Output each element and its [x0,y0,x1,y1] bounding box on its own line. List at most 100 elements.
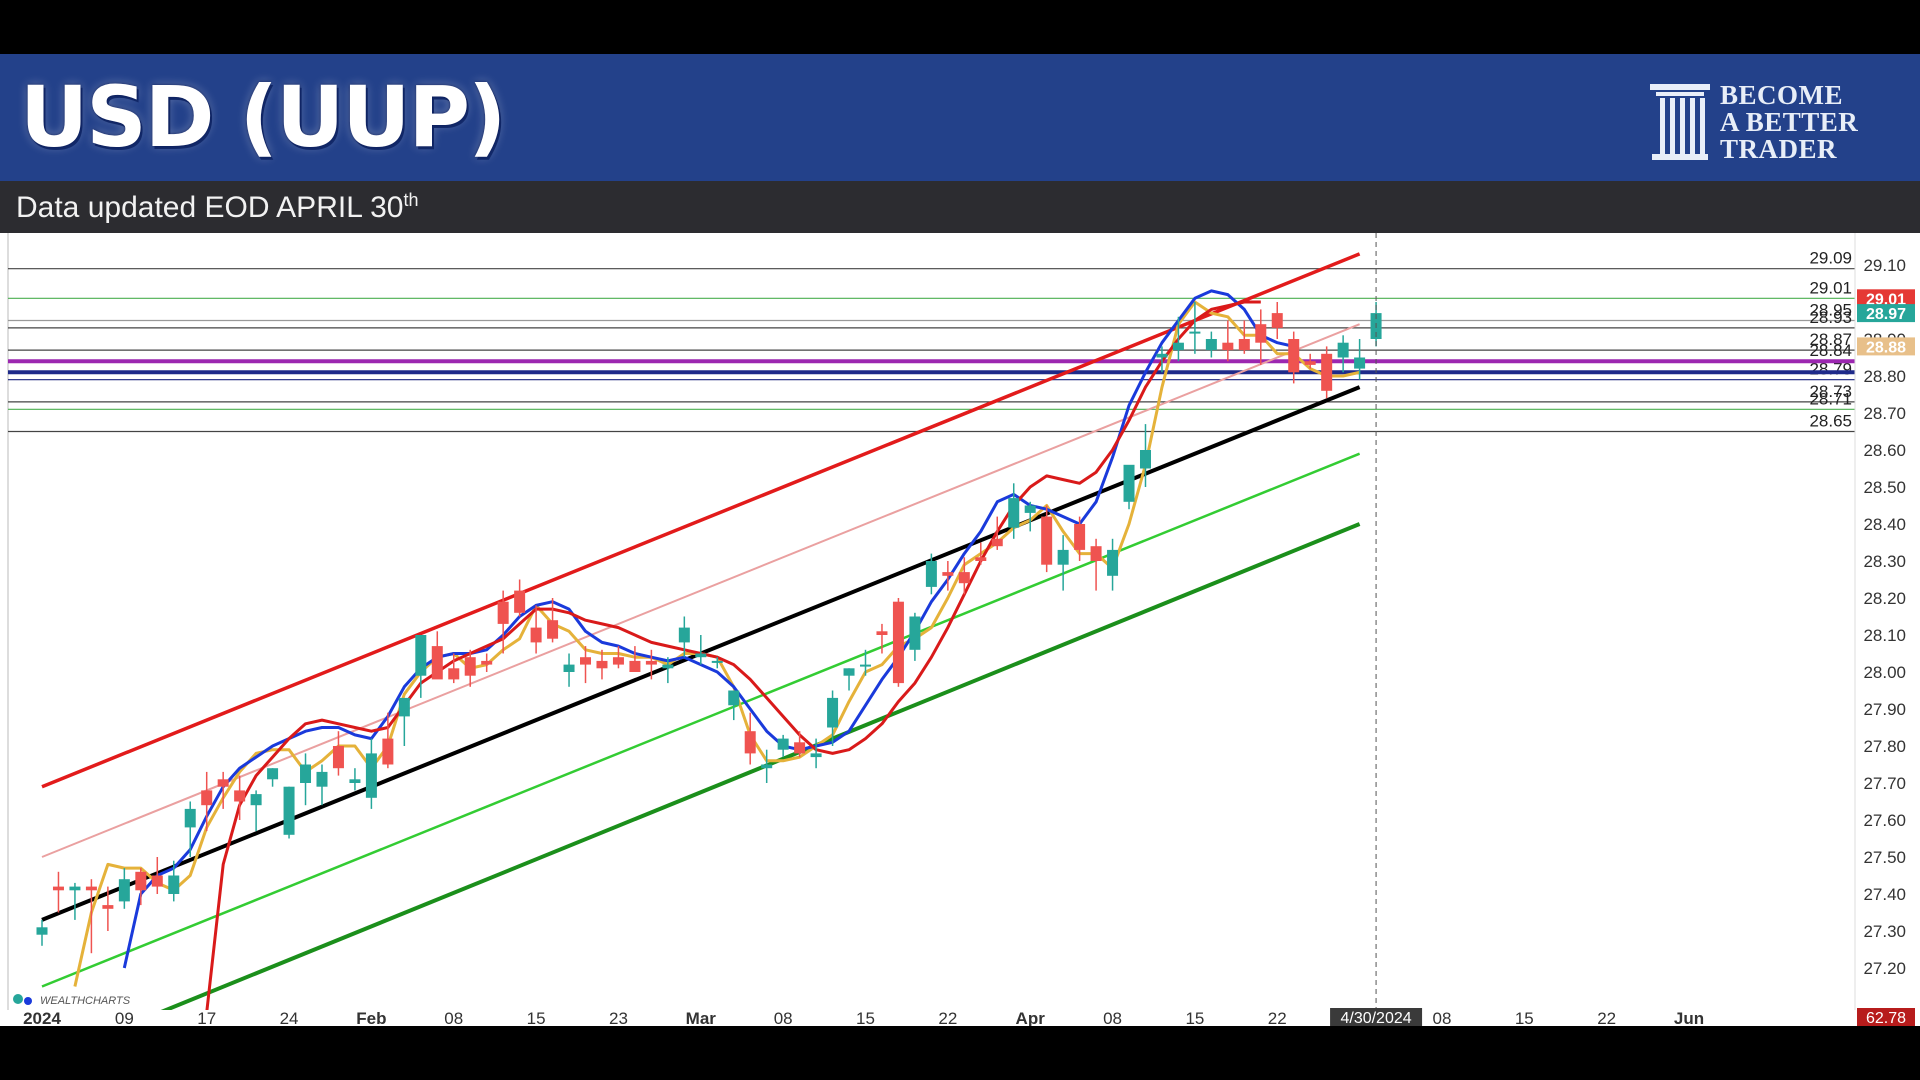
candle-body [398,697,410,717]
candle-body [217,779,229,787]
candle-body [1321,353,1333,391]
candle-body [925,561,937,587]
candle-body [415,635,427,676]
candle-body [645,660,657,665]
brand-text: BECOME A BETTER TRADER [1720,82,1858,163]
candle-body [234,790,246,802]
current-date-label: 4/30/2024 [1340,1010,1411,1026]
y-tick-label: 28.30 [1863,552,1906,571]
trend-line-lower-light-green [41,452,1361,988]
level-label: 28.95 [1809,301,1852,320]
candle-body [1074,524,1086,550]
candle-body [316,771,328,787]
candle-body [349,779,361,783]
x-tick-label: 15 [856,1009,875,1026]
x-tick-label: Apr [1016,1009,1046,1026]
candle-body [184,808,196,828]
watermark-text: WEALTHCHARTS [40,995,131,1007]
level-label: 28.71 [1809,389,1852,408]
y-tick-label: 27.90 [1863,700,1906,719]
brand-line-1: BECOME [1720,80,1844,110]
candle-body [761,764,773,769]
candle-body [514,590,526,613]
candle-body [69,886,81,891]
candle-body [728,690,740,706]
candle-body [958,572,970,584]
candle-body [991,538,1003,547]
price-tag [1857,289,1915,308]
y-tick-label: 27.30 [1863,922,1906,941]
price-tag-label: 29.01 [1866,291,1906,308]
x-tick-label: 08 [1103,1009,1122,1026]
moving-average-red [205,300,1261,1010]
title-banner [0,54,1920,181]
candle-body [1156,353,1168,358]
x-tick-label: Mar [686,1009,717,1026]
y-tick-label: 28.00 [1863,663,1906,682]
candle-body [1205,339,1217,351]
candle-body [448,668,460,680]
price-chart[interactable]: 29.09 29.01 28.95 28.93 28.87 28.84 28.79 28.73… [0,233,1920,1028]
x-tick-label: 09 [115,1009,134,1026]
price-tag-label: 28.88 [1866,339,1906,356]
chart-svg[interactable]: 29.0929.0128.9528.9328.8728.8428.7928.73… [0,233,1920,1028]
x-tick-label: 15 [1515,1009,1534,1026]
candle-body [794,742,806,754]
candle-body [1090,546,1102,561]
y-tick-label: 27.80 [1863,737,1906,756]
candle-body [151,875,163,887]
candle-body [267,768,279,780]
y-tick-label: 28.80 [1863,367,1906,386]
x-tick-label: Jun [1674,1009,1704,1026]
level-label: 28.84 [1809,341,1852,360]
x-tick-label: Feb [356,1009,386,1026]
x-tick-label: 08 [774,1009,793,1026]
x-tick-label: 22 [938,1009,957,1026]
candle-body [1172,342,1184,351]
moving-average-blue [122,289,1295,969]
candle-body [530,627,542,643]
candle-body [777,738,789,750]
candle-body [1024,505,1036,513]
candle-body [118,879,130,902]
candle-body [942,572,954,576]
candle-body [612,657,624,665]
bottom-value-tag [1857,1008,1915,1026]
trend-line-upper-red [41,252,1361,789]
trend-line-lower-green [160,522,1361,1010]
candle-body [892,601,904,684]
y-tick-label: 27.20 [1863,959,1906,978]
time-axis-background [0,1010,1920,1026]
x-tick-label: 08 [444,1009,463,1026]
y-tick-label: 28.40 [1863,515,1906,534]
y-tick-label: 28.60 [1863,441,1906,460]
candle-body [860,664,871,667]
subtitle-bar [0,181,1920,233]
y-tick-label: 28.70 [1863,404,1906,423]
x-tick-label: 24 [280,1009,299,1026]
candle-body [580,657,592,665]
candle-body [168,875,180,894]
y-tick-label: 29.10 [1863,256,1906,275]
y-tick-label: 27.60 [1863,811,1906,830]
candle-body [250,794,262,806]
level-label: 28.93 [1809,308,1852,327]
candle-body [1337,342,1349,358]
x-tick-label: 15 [527,1009,546,1026]
page-title: USD (UUP) [20,68,506,166]
candle-body [1288,339,1300,373]
brand-logo: BECOME A BETTER TRADER [1648,82,1868,163]
chart-background [0,233,1920,1026]
y-tick-label: 28.20 [1863,589,1906,608]
x-tick-label: 15 [1185,1009,1204,1026]
candle-body [1222,342,1234,351]
candle-body [843,668,855,676]
y-tick-label: 28.50 [1863,478,1906,497]
candle-body [481,660,493,665]
candle-body [36,927,48,935]
candle-body [1354,357,1366,369]
candle-body [283,786,295,835]
candle-body [596,660,608,669]
candle-body [431,646,443,680]
candle-body [497,601,509,624]
